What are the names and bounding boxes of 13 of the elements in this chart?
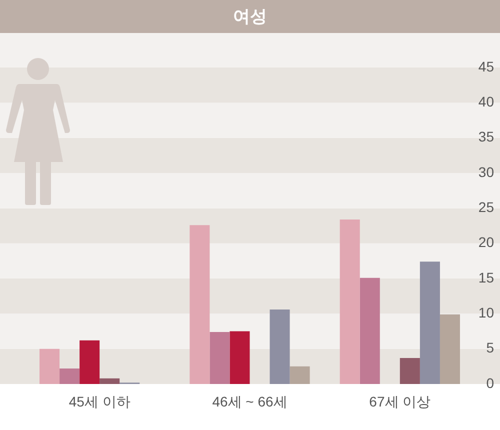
y-tick-label: 30 xyxy=(478,164,494,180)
y-tick-label: 40 xyxy=(478,94,494,110)
y-tick-label: 20 xyxy=(478,234,494,250)
y-tick-label: 35 xyxy=(478,128,494,145)
y-tick-label: 45 xyxy=(478,58,494,74)
y-tick-label: 5 xyxy=(486,340,494,356)
y-tick-label: 0 xyxy=(486,374,494,391)
y-tick-label: 15 xyxy=(478,269,494,286)
x-tick-label: 45세 이하 xyxy=(68,393,130,410)
x-tick-label: 46세 ~ 66세 xyxy=(212,393,288,410)
y-tick-label: 10 xyxy=(478,304,494,321)
y-tick-label: 25 xyxy=(478,199,494,216)
x-tick-label: 67세 이상 xyxy=(369,393,431,410)
